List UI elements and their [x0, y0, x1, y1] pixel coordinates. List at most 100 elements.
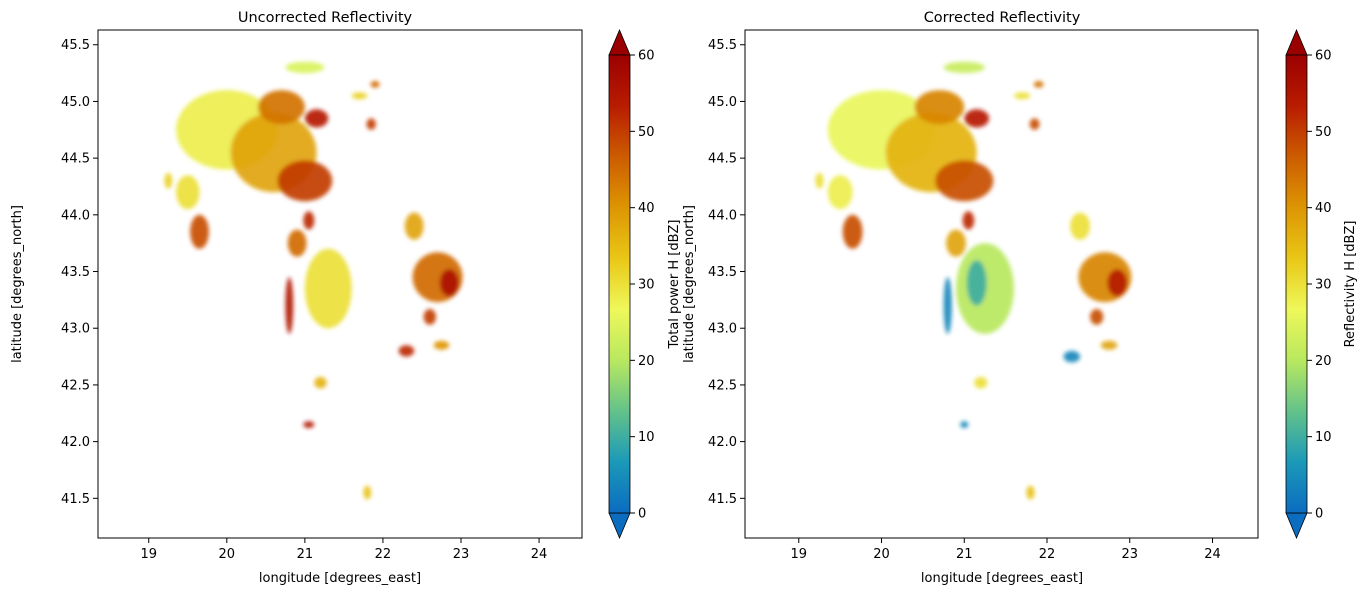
x-tick-label: 21: [956, 547, 973, 562]
x-axis-ticks: 19 20 21 22 23 24: [140, 538, 547, 562]
echo-cell-14: [1090, 309, 1104, 325]
colorbar-extend-max: [1285, 28, 1308, 56]
reflectivity-field: [815, 61, 1132, 500]
colorbar-label: Total power H [dBZ]: [667, 220, 682, 350]
echo-cell-13: [423, 309, 436, 325]
echo-cell-16: [1100, 340, 1118, 350]
y-tick-label: 45.0: [708, 95, 737, 110]
x-tick-label: 21: [297, 547, 314, 562]
colorbar-tick-label: 40: [1315, 201, 1332, 216]
y-tick-label: 42.0: [61, 435, 90, 450]
corrected-reflectivity-panel: Corrected Reflectivity 19 20 21 22 23 24 41.5…: [682, 10, 1358, 586]
echo-cell-5: [842, 214, 863, 249]
y-axis-label: latitude [degrees_north]: [682, 205, 697, 363]
echo-cell-5: [190, 214, 209, 249]
colorbar-label: Reflectivity H [dBZ]: [1343, 221, 1358, 348]
echo-cell-18: [363, 485, 372, 500]
x-tick-label: 22: [375, 547, 392, 562]
chart-title: Corrected Reflectivity: [924, 10, 1081, 26]
echo-cell-19: [285, 277, 294, 334]
colorbar-extend-min: [1285, 512, 1308, 540]
x-tick-label: 22: [1039, 547, 1056, 562]
echo-cell-23: [285, 61, 325, 74]
chart-title: Uncorrected Reflectivity: [238, 10, 413, 26]
echo-cell-18: [960, 421, 969, 428]
echo-cell-22: [351, 92, 368, 100]
y-tick-label: 42.5: [708, 378, 737, 393]
y-tick-label: 44.5: [708, 152, 737, 167]
y-tick-label: 41.5: [61, 492, 90, 507]
plot-frame: [97, 29, 583, 539]
y-axis-ticks: 41.5 42.0 42.5 43.0 43.5 44.0 44.5 45.0 45.5: [708, 38, 745, 507]
echo-cell-16: [314, 377, 327, 389]
echo-cell-15: [1063, 350, 1081, 363]
echo-cell-6: [827, 175, 853, 210]
plot-frame: [744, 29, 1259, 539]
echo-cell-24: [943, 61, 985, 74]
echo-cell-21: [1029, 118, 1040, 130]
colorbar-tick-label: 50: [638, 125, 655, 140]
y-tick-label: 45.0: [61, 95, 90, 110]
y-tick-label: 42.5: [61, 378, 90, 393]
echo-cell-12: [1107, 269, 1128, 297]
y-tick-label: 43.0: [708, 322, 737, 337]
colorbar-extend-max: [608, 28, 631, 56]
x-tick-label: 19: [140, 547, 157, 562]
y-tick-label: 41.5: [708, 492, 737, 507]
colorbar-tick-label: 0: [638, 507, 646, 522]
echo-cell-20: [943, 277, 952, 334]
x-axis-label: longitude [degrees_east]: [921, 571, 1083, 586]
echo-cell-10: [962, 211, 975, 230]
colorbar-tick-label: 20: [638, 354, 655, 369]
colorbar-tick-label: 30: [638, 278, 655, 293]
colorbar-tick-label: 10: [1315, 430, 1332, 445]
x-tick-label: 20: [219, 547, 236, 562]
echo-cell-25: [815, 172, 824, 189]
echo-cell-13: [1070, 212, 1090, 240]
echo-cell-3: [914, 90, 965, 125]
echo-cell-3: [258, 90, 305, 125]
echo-cell-11: [439, 269, 459, 297]
echo-cell-6: [176, 175, 200, 210]
x-axis-label: longitude [degrees_east]: [259, 571, 421, 586]
y-tick-label: 45.5: [61, 38, 90, 53]
x-tick-label: 20: [873, 547, 890, 562]
y-tick-label: 42.0: [708, 435, 737, 450]
y-tick-label: 43.5: [708, 265, 737, 280]
x-tick-label: 23: [453, 547, 470, 562]
echo-cell-4: [964, 109, 990, 128]
colorbar-gradient: [608, 54, 631, 514]
echo-cell-12: [404, 212, 424, 240]
echo-cell-17: [303, 421, 315, 428]
y-axis-ticks: 41.5 42.0 42.5 43.0 43.5 44.0 44.5 45.0 45.5: [61, 38, 98, 507]
x-tick-label: 24: [531, 547, 548, 562]
echo-cell-7: [304, 248, 352, 329]
x-tick-label: 24: [1204, 547, 1221, 562]
echo-cell-24: [164, 172, 173, 189]
colorbar-gradient: [1285, 54, 1308, 514]
uncorrected-reflectivity-panel: Uncorrected Reflectivity 19 20 21 22 23 24 41…: [10, 10, 682, 586]
y-tick-label: 45.5: [708, 38, 737, 53]
echo-cell-4: [304, 109, 329, 128]
colorbar-tick-label: 40: [638, 201, 655, 216]
echo-cell-8: [287, 229, 307, 257]
echo-cell-14: [398, 345, 415, 357]
y-axis-label: latitude [degrees_north]: [10, 205, 25, 363]
colorbar-tick-label: 60: [1315, 49, 1332, 64]
echo-cell-17: [974, 377, 988, 389]
x-tick-label: 23: [1121, 547, 1138, 562]
echo-cell-19: [1026, 485, 1035, 500]
echo-cell-2: [935, 160, 994, 202]
echo-cell-8: [966, 260, 987, 306]
y-tick-label: 44.5: [61, 152, 90, 167]
reflectivity-field: [164, 61, 463, 500]
echo-cell-23: [1013, 92, 1031, 100]
echo-cell-2: [277, 160, 333, 202]
echo-cell-15: [433, 340, 450, 350]
echo-cell-20: [366, 118, 376, 130]
colorbar-tick-label: 50: [1315, 125, 1332, 140]
colorbar-tick-label: 0: [1315, 507, 1323, 522]
echo-cell-21: [370, 81, 380, 88]
y-tick-label: 43.5: [61, 265, 90, 280]
